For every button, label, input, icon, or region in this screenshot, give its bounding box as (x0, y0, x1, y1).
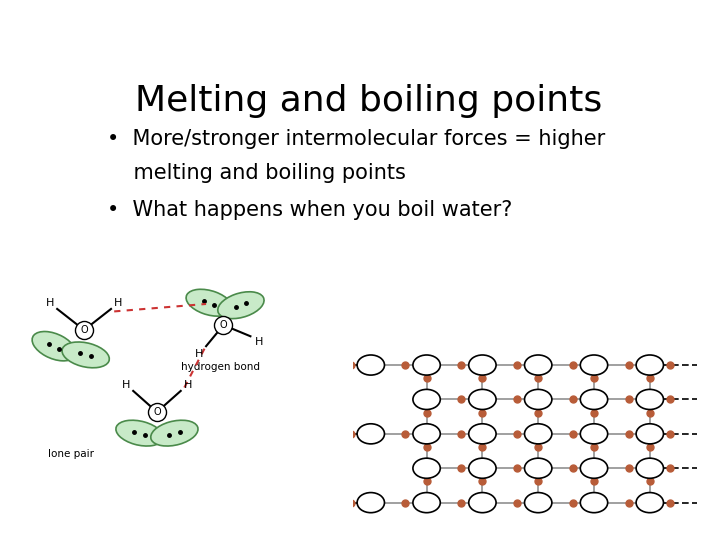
Circle shape (357, 492, 384, 512)
Text: H: H (195, 349, 203, 359)
Text: melting and boiling points: melting and boiling points (107, 163, 405, 183)
Circle shape (636, 424, 664, 444)
Text: H: H (255, 337, 264, 347)
Circle shape (580, 389, 608, 409)
Circle shape (357, 424, 384, 444)
Text: hydrogen bond: hydrogen bond (181, 362, 260, 372)
Ellipse shape (62, 342, 109, 368)
Circle shape (413, 424, 441, 444)
Circle shape (469, 389, 496, 409)
Ellipse shape (116, 420, 163, 446)
Text: O: O (81, 325, 88, 335)
Text: O: O (220, 320, 228, 330)
Circle shape (469, 355, 496, 375)
Circle shape (525, 424, 552, 444)
Circle shape (636, 355, 664, 375)
Circle shape (636, 492, 664, 512)
Ellipse shape (150, 420, 198, 446)
Circle shape (525, 458, 552, 478)
Circle shape (580, 355, 608, 375)
Circle shape (413, 458, 441, 478)
Circle shape (580, 458, 608, 478)
Text: H: H (122, 380, 130, 390)
Text: H: H (46, 299, 55, 308)
Circle shape (357, 355, 384, 375)
Circle shape (525, 492, 552, 512)
Circle shape (469, 424, 496, 444)
Circle shape (525, 355, 552, 375)
Ellipse shape (32, 332, 76, 361)
Circle shape (413, 389, 441, 409)
Ellipse shape (186, 289, 233, 316)
Circle shape (469, 458, 496, 478)
Ellipse shape (217, 292, 264, 319)
Circle shape (525, 389, 552, 409)
Circle shape (469, 492, 496, 512)
Text: •  What happens when you boil water?: • What happens when you boil water? (107, 200, 512, 220)
Text: Melting and boiling points: Melting and boiling points (135, 84, 603, 118)
Text: O: O (153, 407, 161, 417)
Text: H: H (184, 380, 192, 390)
Text: lone pair: lone pair (48, 449, 94, 459)
Circle shape (580, 492, 608, 512)
Text: •  More/stronger intermolecular forces = higher: • More/stronger intermolecular forces = … (107, 129, 605, 149)
Circle shape (413, 355, 441, 375)
Text: H: H (114, 299, 122, 308)
Circle shape (636, 458, 664, 478)
Circle shape (580, 424, 608, 444)
Circle shape (636, 389, 664, 409)
Circle shape (413, 492, 441, 512)
